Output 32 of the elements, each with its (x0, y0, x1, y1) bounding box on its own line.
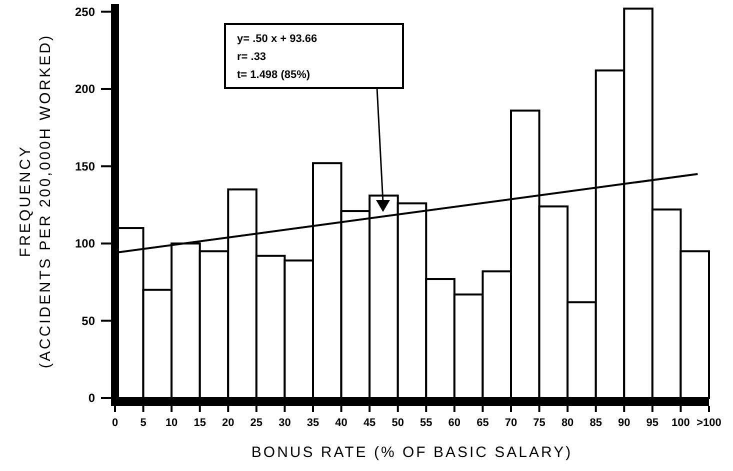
x-tick-label: 85 (590, 417, 602, 429)
x-tick-label: 75 (533, 417, 546, 429)
x-tick-label: 90 (618, 417, 630, 429)
y-tick-label: 200 (74, 82, 96, 96)
x-tick-label: 5 (140, 417, 146, 429)
y-axis-title: FREQUENCY (ACCIDENTS PER 200,000H WORKED) (17, 34, 54, 368)
y-tick-label: 0 (88, 391, 96, 406)
x-tick-label: 55 (420, 417, 432, 429)
x-tick-label: 40 (335, 417, 348, 429)
y-tick-label: 150 (74, 159, 96, 174)
x-axis-title: BONUS RATE (% OF BASIC SALARY) (251, 444, 573, 461)
y-tick-label: 50 (82, 314, 96, 328)
x-tick-label: 60 (448, 417, 461, 429)
x-tick-label: 0 (112, 417, 118, 429)
x-tick-label: 10 (165, 417, 178, 429)
x-tick-label: 50 (392, 417, 404, 429)
x-tick-label: 95 (646, 417, 659, 429)
y-tick-label: 100 (74, 236, 96, 251)
callout-box: y= .50 x + 93.66 r= .33 t= 1.498 (85%) (224, 23, 404, 212)
x-tick-label: 45 (363, 417, 376, 429)
x-tick-label: 30 (278, 417, 291, 429)
x-tick-label: 100 (672, 417, 690, 429)
x-tick-label: 65 (476, 417, 489, 429)
x-tick-label: 80 (561, 417, 574, 429)
x-tick-label: 25 (250, 417, 263, 429)
annotation: y= .50 x + 93.66 r= .33 t= 1.498 (85%) (237, 33, 318, 81)
x-tick-label: 20 (222, 417, 234, 429)
x-tick-label: >100 (696, 417, 722, 429)
x-tick-label: 70 (504, 417, 518, 429)
x-tick-label: 35 (306, 417, 320, 429)
x-tick-label: 15 (194, 417, 206, 429)
y-tick-label: 250 (74, 4, 96, 19)
